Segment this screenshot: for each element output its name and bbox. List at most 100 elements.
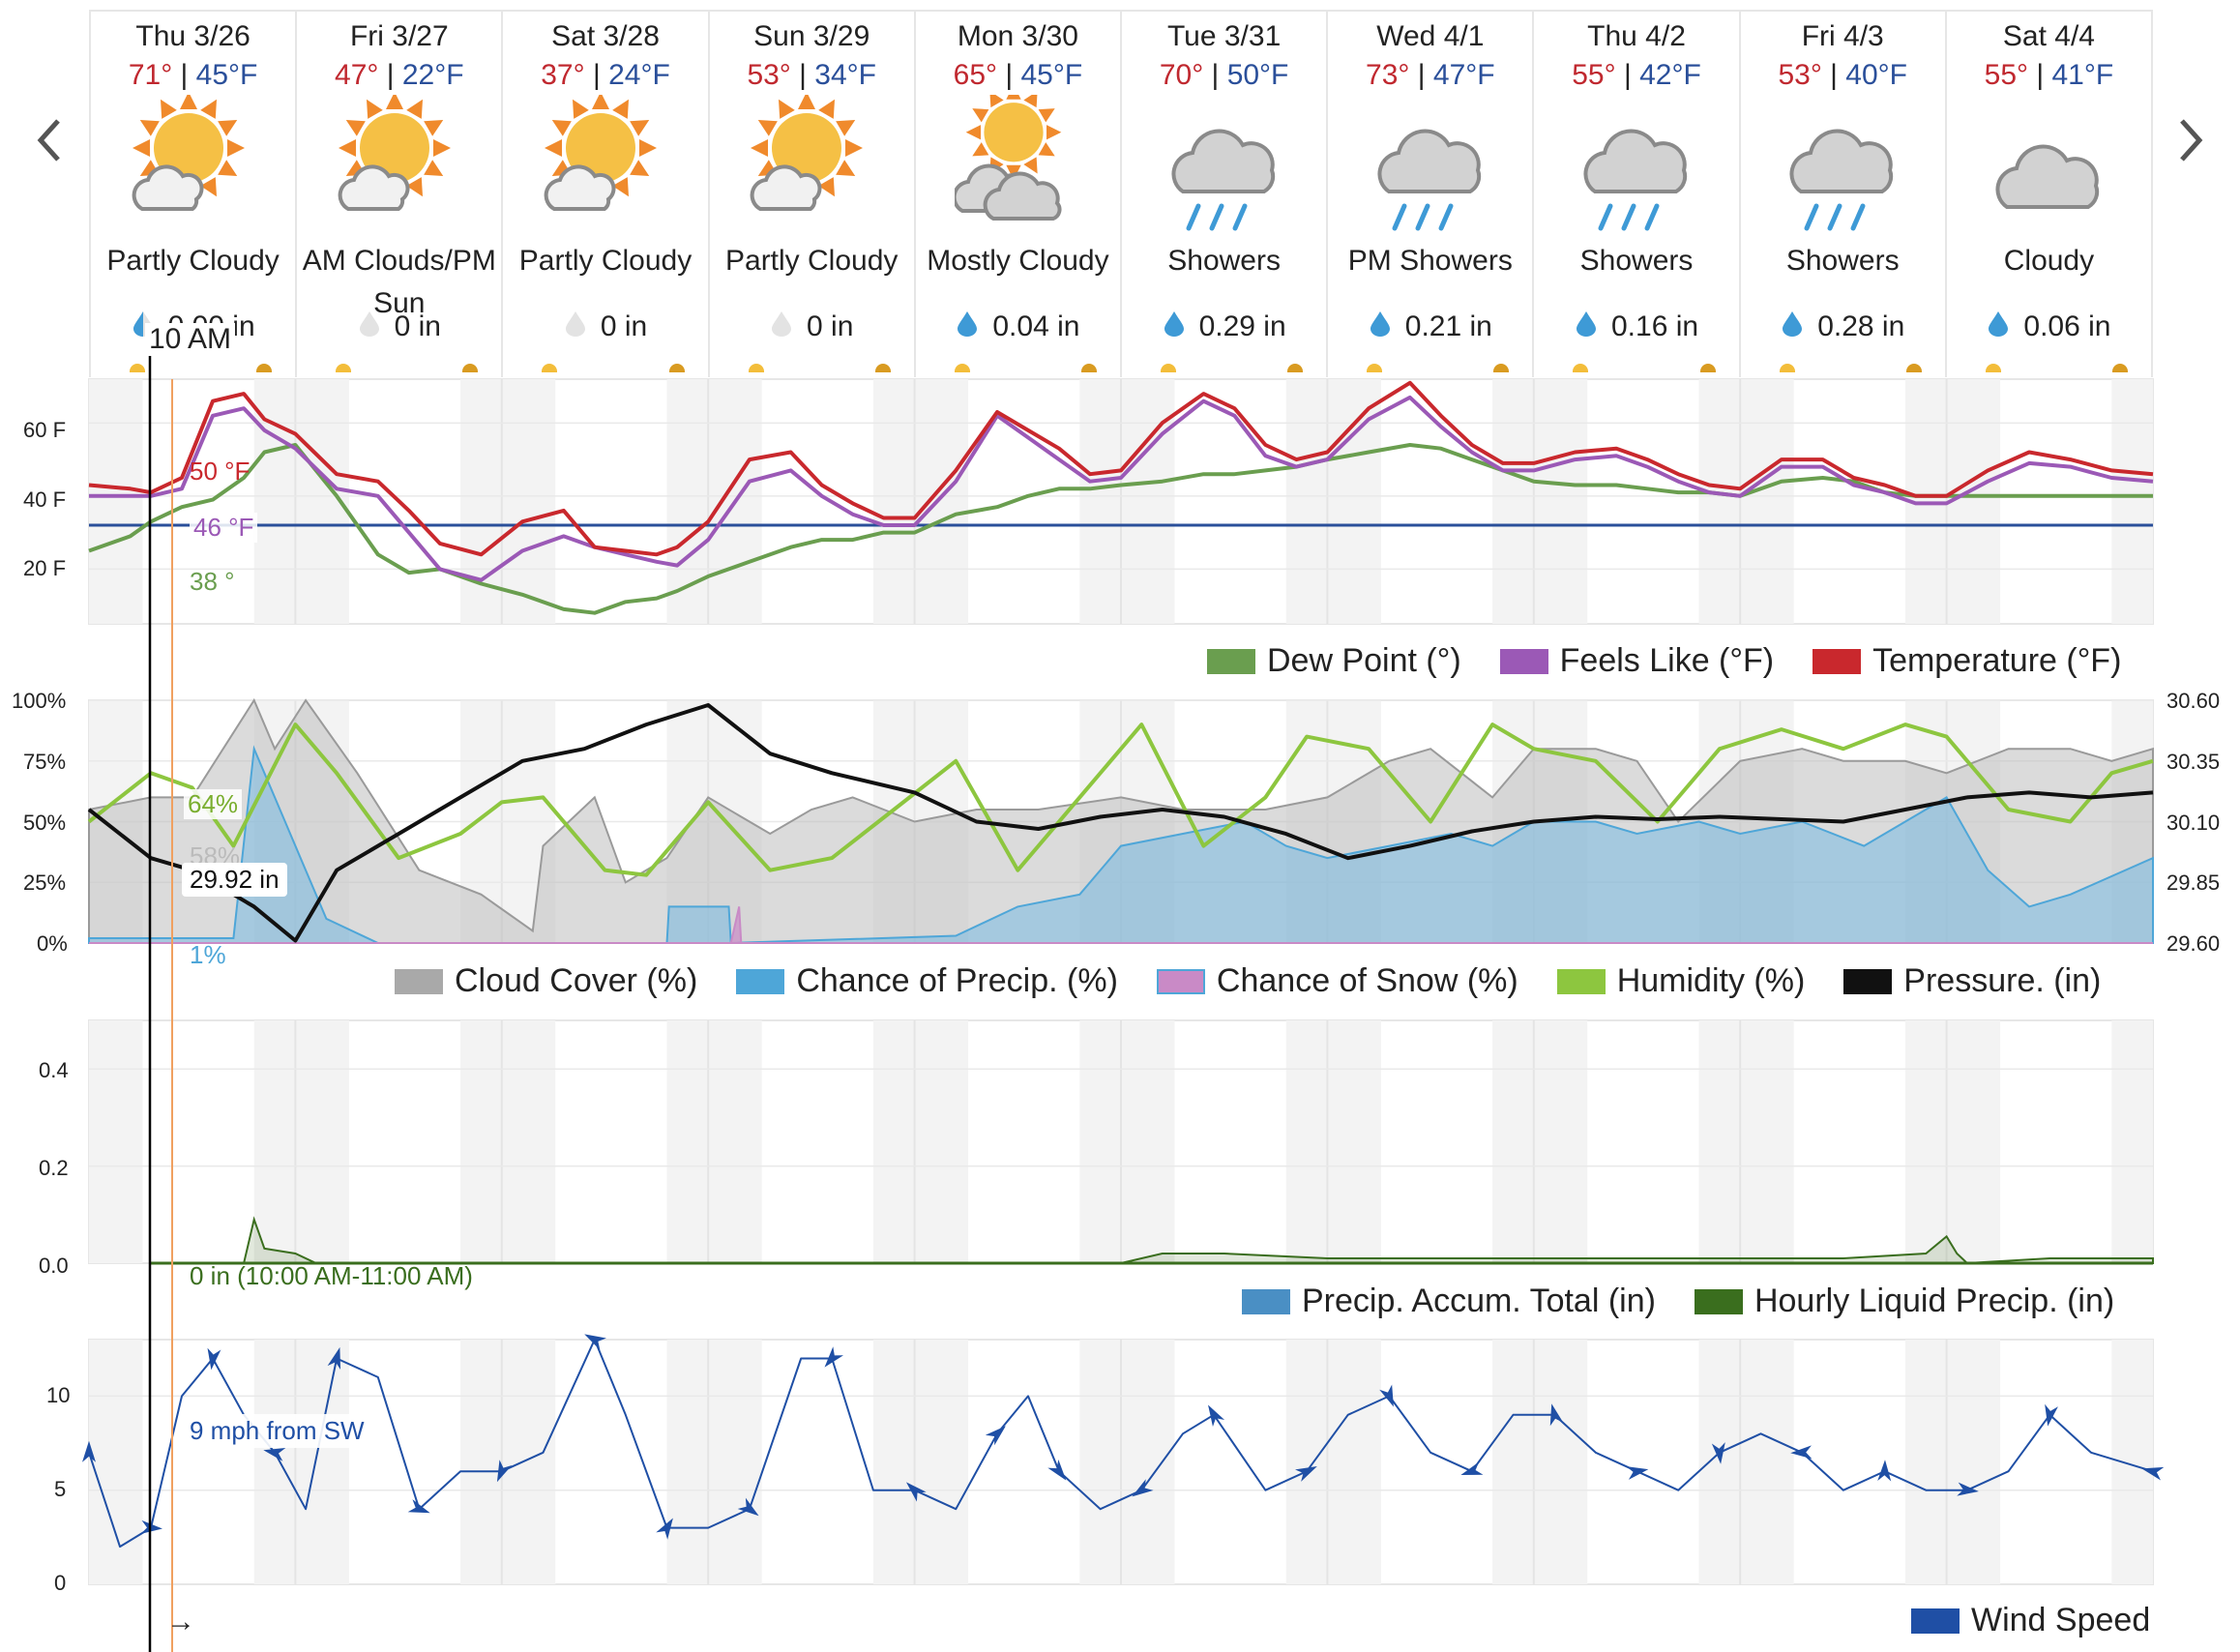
legend-feels-like[interactable]: Feels Like (°F) — [1499, 642, 1774, 680]
precip-panel-night-band — [460, 1020, 502, 1263]
day-column[interactable]: Thu 4/2 55° | 42°F Showers 0.16 in — [1532, 12, 1738, 377]
precip-panel-night-band — [1946, 1020, 2001, 1263]
sunrise-icon — [954, 364, 970, 372]
partly-cloudy-icon — [503, 95, 707, 240]
high-temp: 65° — [953, 59, 998, 91]
wind-direction-arrow — [824, 1346, 844, 1368]
temp-panel-night-band — [1492, 379, 1534, 624]
wind-direction-arrow — [1549, 1403, 1564, 1427]
precip-amount: 0.29 in — [1122, 310, 1326, 344]
temp-panel-night-band — [89, 379, 143, 624]
legend-pressure[interactable]: Pressure. (in) — [1843, 962, 2101, 1000]
wind-direction-arrow — [140, 1519, 162, 1534]
sky-legend: Cloud Cover (%) Chance of Precip. (%) Ch… — [395, 962, 2101, 1000]
wind-panel-night-band — [1121, 1340, 1175, 1584]
legend-cloud-cover[interactable]: Cloud Cover (%) — [395, 962, 697, 1000]
day-column[interactable]: Fri 4/3 53° | 40°F Showers 0.28 in — [1738, 12, 1945, 377]
wind-direction-arrow — [1626, 1466, 1649, 1480]
day-column[interactable]: Thu 3/26 71° | 45°F Partly Cloudy 0.00 i… — [89, 12, 295, 377]
day-column[interactable]: Sun 3/29 53° | 34°F Partly Cloudy 0 in — [707, 12, 914, 377]
precip-amount: 0 in — [710, 310, 914, 344]
pct-y-label-25: 25% — [23, 870, 67, 895]
day-temps: 71° | 45°F — [128, 59, 258, 91]
low-temp: 45°F — [195, 59, 258, 91]
day-column[interactable]: Tue 3/31 70° | 50°F Showers 0.29 in — [1120, 12, 1326, 377]
wind-panel-night-band — [666, 1340, 709, 1584]
low-temp: 41°F — [2051, 59, 2114, 91]
temp-panel-night-band — [914, 379, 969, 624]
precip-amount: 0.28 in — [1741, 310, 1945, 344]
previous-arrow-button[interactable] — [21, 106, 79, 174]
high-temp: 73° — [1366, 59, 1410, 91]
day-column[interactable]: Mon 3/30 65° | 45°F Mostly Cloudy 0.04 i… — [913, 12, 1120, 377]
temp-panel-night-band — [666, 379, 709, 624]
wind-panel-night-band — [1492, 1340, 1534, 1584]
wind-y-label-5: 5 — [54, 1477, 67, 1501]
precip-panel-night-band — [1492, 1020, 1534, 1263]
low-temp: 45°F — [1020, 59, 1083, 91]
legend-hourly-precip[interactable]: Hourly Liquid Precip. (in) — [1694, 1283, 2114, 1320]
partly-cloudy-icon — [91, 95, 295, 240]
precip-panel-night-band — [253, 1020, 296, 1263]
precip-amount: 0.06 in — [1947, 310, 2151, 344]
cursor-next-arrow[interactable]: → — [166, 1606, 195, 1637]
raindrop-icon — [1369, 310, 1392, 344]
sunset-icon — [256, 364, 273, 372]
day-temps: 53° | 40°F — [1778, 59, 1907, 91]
wind-direction-arrow — [1295, 1465, 1317, 1482]
day-column[interactable]: Sat 4/4 55° | 41°F Cloudy 0.06 in — [1944, 12, 2154, 377]
wind-panel-night-band — [1946, 1340, 2001, 1584]
temperature-line — [88, 380, 2154, 557]
pressure-y-label-3: 30.10 — [2166, 811, 2221, 835]
temp-panel-night-band — [872, 379, 915, 624]
legend-chance-precip[interactable]: Chance of Precip. (%) — [736, 962, 1118, 1000]
pressure-y-label-5: 29.60 — [2166, 931, 2221, 956]
day-name: Thu 4/2 — [1587, 20, 1686, 52]
precip-y-label-00: 0.0 — [39, 1254, 69, 1278]
high-temp: 53° — [747, 59, 791, 91]
dew-point-line — [88, 443, 2153, 615]
wind-direction-arrow — [407, 1499, 430, 1514]
wind-panel-night-band — [460, 1340, 502, 1584]
legend-chance-snow[interactable]: Chance of Snow (%) — [1156, 962, 1518, 1000]
low-temp: 42°F — [1639, 59, 1701, 91]
wind-y-label-10: 10 — [46, 1383, 71, 1407]
wind-panel-night-band — [1533, 1340, 1588, 1584]
pressure-y-label-1: 30.60 — [2166, 689, 2221, 713]
day-column[interactable]: Sat 3/28 37° | 24°F Partly Cloudy 0 in — [501, 12, 707, 377]
temp-y-label-40: 40 F — [23, 487, 67, 512]
sunrise-icon — [1573, 364, 1589, 372]
raindrop-icon — [1163, 310, 1186, 344]
day-temps: 53° | 34°F — [747, 59, 876, 91]
legend-temperature[interactable]: Temperature (°F) — [1813, 642, 2121, 680]
temp-y-label-60: 60 F — [23, 418, 67, 442]
wind-panel-night-band — [295, 1340, 349, 1584]
day-temps: 70° | 50°F — [1159, 59, 1289, 91]
sunrise-icon — [1367, 364, 1383, 372]
legend-wind-speed[interactable]: Wind Speed — [1911, 1602, 2150, 1639]
raindrop-icon — [1781, 310, 1804, 344]
precip-panel-night-band — [1327, 1020, 1381, 1263]
day-column[interactable]: Fri 3/27 47° | 22°F AM Clouds/PM Sun 0 i… — [295, 12, 501, 377]
showers-icon — [1122, 95, 1326, 240]
next-arrow-button[interactable] — [2161, 106, 2219, 174]
legend-precip-accum[interactable]: Precip. Accum. Total (in) — [1242, 1283, 1656, 1320]
high-temp: 47° — [335, 59, 379, 91]
wind-direction-arrow — [82, 1440, 96, 1462]
sunrise-icon — [130, 364, 145, 372]
raindrop-icon — [1575, 310, 1598, 344]
sunset-icon — [462, 364, 479, 372]
precip-y-label-02: 0.2 — [39, 1156, 69, 1180]
day-temps: 55° | 41°F — [1984, 59, 2114, 91]
precip-panel-night-band — [501, 1020, 556, 1263]
sunrise-icon — [1985, 364, 2001, 372]
low-temp: 22°F — [401, 59, 464, 91]
wind-direction-arrow — [1877, 1460, 1892, 1482]
legend-dew-point[interactable]: Dew Point (°) — [1207, 642, 1461, 680]
precip-text: 0 in — [600, 310, 648, 342]
legend-humidity[interactable]: Humidity (%) — [1556, 962, 1805, 1000]
wind-direction-arrow — [584, 1334, 606, 1350]
raindrop-icon — [358, 310, 381, 344]
day-column[interactable]: Wed 4/1 73° | 47°F PM Showers 0.21 in — [1326, 12, 1532, 377]
